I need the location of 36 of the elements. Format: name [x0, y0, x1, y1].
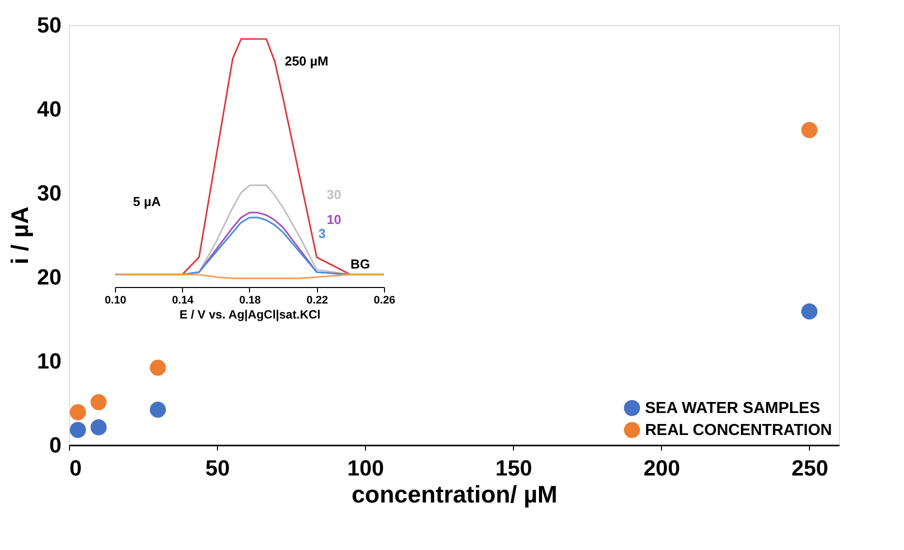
point: [150, 360, 166, 376]
y-tick-label: 50: [37, 12, 62, 38]
series-label: 3: [318, 226, 326, 242]
series-label: BG: [350, 256, 370, 272]
x-tick-label: 150: [495, 456, 532, 480]
text: 30: [326, 187, 342, 202]
series-label: 250 µM: [284, 53, 328, 68]
legend-label: REAL CONCENTRATION: [645, 422, 832, 439]
y-tick-label: 0: [49, 432, 62, 458]
x-axis-title: E / V vs. Ag|AgCl|sat.KCl: [180, 308, 320, 322]
y-tick-label: 30: [37, 180, 62, 206]
x-tick-label: 0.14: [172, 294, 194, 306]
point: [70, 404, 86, 420]
point: [801, 122, 818, 138]
x-tick-label: 100: [347, 456, 384, 480]
annotation: 5 µA: [133, 194, 162, 209]
point: [90, 394, 107, 410]
x-tick-label: 0.18: [239, 294, 261, 306]
y-tick-label: 20: [37, 264, 62, 290]
x-tick-label: 0.10: [104, 294, 126, 306]
y-tick-label: 40: [37, 96, 62, 122]
x-tick-label: 0: [70, 456, 82, 480]
y-tick-label: 10: [37, 348, 62, 374]
x-tick-label: 0.26: [374, 294, 396, 306]
y-axis-title: i / µA: [7, 206, 34, 264]
x-tick-label: 50: [205, 456, 230, 480]
point: [801, 303, 818, 320]
legend-label: SEA WATER SAMPLES: [645, 400, 820, 417]
point: [150, 402, 166, 418]
point: [90, 419, 107, 436]
x-tick-label: 250: [792, 456, 828, 480]
x-tick-label: 0.22: [306, 294, 328, 306]
x-axis-title: concentration/ µM: [352, 482, 558, 508]
text: 10: [326, 212, 342, 228]
x-tick-label: 200: [643, 456, 680, 480]
point: [70, 422, 86, 438]
